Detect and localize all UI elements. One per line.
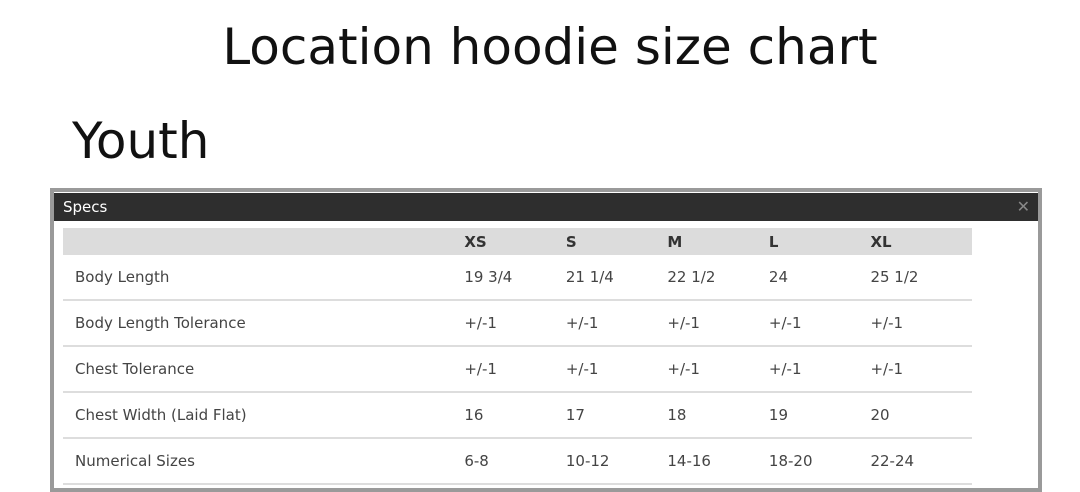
- table-row: Chest Width (Laid Flat) 16 17 18 19 20: [63, 392, 972, 439]
- cell-value: +/-1: [870, 300, 972, 347]
- column-header: L: [768, 228, 871, 255]
- table-row: Numerical Sizes 6-8 10-12 14-16 18-20 22-24: [63, 438, 972, 485]
- section-title: Youth: [72, 112, 210, 170]
- cell-value: +/-1: [870, 346, 972, 393]
- table-row: Body Length 19 3/4 21 1/4 22 1/2 24 25 1/2: [63, 255, 972, 301]
- size-table: XS S M L XL Body Length 19 3/4 21 1/4 22 1/…: [63, 228, 972, 485]
- column-header: XS: [464, 228, 566, 255]
- cell-value: 18-20: [768, 438, 871, 485]
- row-label: Body Length Tolerance: [63, 300, 465, 347]
- cell-value: +/-1: [464, 300, 566, 347]
- cell-value: 20: [870, 392, 972, 439]
- cell-value: 16: [464, 392, 566, 439]
- cell-value: 18: [667, 392, 769, 439]
- row-label: Body Length: [63, 255, 465, 301]
- header-empty: [63, 228, 465, 255]
- cell-value: +/-1: [667, 300, 769, 347]
- cell-value: +/-1: [768, 300, 871, 347]
- column-header: XL: [870, 228, 972, 255]
- row-label: Chest Width (Laid Flat): [63, 392, 465, 439]
- cell-value: 19 3/4: [464, 255, 566, 301]
- column-header: S: [565, 228, 668, 255]
- table-header-row: XS S M L XL: [63, 228, 972, 255]
- cell-value: +/-1: [768, 346, 871, 393]
- cell-value: 10-12: [565, 438, 668, 485]
- cell-value: 22-24: [870, 438, 972, 485]
- cell-value: 19: [768, 392, 871, 439]
- page-title: Location hoodie size chart: [222, 18, 878, 76]
- cell-value: 22 1/2: [667, 255, 769, 301]
- row-label: Chest Tolerance: [63, 346, 465, 393]
- close-icon[interactable]: ✕: [1016, 197, 1030, 216]
- cell-value: 14-16: [667, 438, 769, 485]
- row-label: Numerical Sizes: [63, 438, 465, 485]
- cell-value: +/-1: [667, 346, 769, 393]
- cell-value: +/-1: [464, 346, 566, 393]
- cell-value: 25 1/2: [870, 255, 972, 301]
- cell-value: 17: [565, 392, 668, 439]
- specs-panel: Specs ✕ XS S M L XL Body Length 19 3/4 21 …: [50, 188, 1042, 492]
- column-header: M: [667, 228, 769, 255]
- specs-panel-title: Specs: [63, 198, 108, 216]
- cell-value: +/-1: [565, 346, 668, 393]
- specs-panel-header: Specs ✕: [54, 193, 1038, 221]
- cell-value: 24: [768, 255, 871, 301]
- cell-value: +/-1: [565, 300, 668, 347]
- cell-value: 6-8: [464, 438, 566, 485]
- cell-value: 21 1/4: [565, 255, 668, 301]
- table-row: Chest Tolerance +/-1 +/-1 +/-1 +/-1 +/-1: [63, 346, 972, 393]
- table-row: Body Length Tolerance +/-1 +/-1 +/-1 +/-1 +/-…: [63, 300, 972, 347]
